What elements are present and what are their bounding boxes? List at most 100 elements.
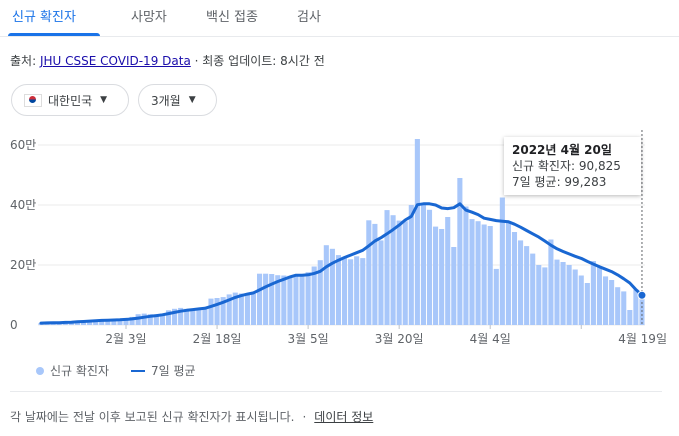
x-tick-label: 3월 5일 [288, 332, 329, 346]
last-updated: · 최종 업데이트: 8시간 전 [194, 54, 325, 68]
country-label: 대한민국 [48, 93, 93, 108]
case-bar [147, 314, 153, 325]
case-bar [396, 220, 402, 325]
case-bar [329, 248, 335, 325]
case-bar [93, 320, 99, 325]
case-bar [590, 261, 596, 325]
case-bar [87, 320, 93, 325]
case-bar [153, 314, 159, 325]
case-bar [214, 298, 220, 325]
y-tick-label: 40만 [10, 198, 36, 212]
cases-chart[interactable]: 0 20만 40만 60만 2월 3일 2월 18일 3월 5일 3월 20일 4월 4일 4월 … [0, 130, 679, 355]
case-bar [530, 253, 536, 325]
period-label: 3개월 [151, 93, 181, 108]
case-bar [341, 257, 348, 325]
case-bar [439, 229, 445, 325]
country-dropdown[interactable]: 대한민국 ▼ [11, 84, 129, 116]
case-bar [615, 287, 621, 325]
case-bar [487, 226, 493, 325]
metric-tabs: 신규 확진자 사망자 백신 접종 검사 [0, 0, 679, 37]
case-bar [584, 283, 590, 325]
case-bar [335, 255, 342, 325]
case-bar [293, 276, 299, 325]
case-bar [165, 310, 172, 325]
x-tick-label: 2월 3일 [105, 332, 146, 346]
case-bar [554, 259, 560, 325]
y-tick-label: 20만 [10, 258, 36, 272]
case-bar [463, 206, 469, 325]
footer-separator: · [302, 410, 307, 424]
case-bar [493, 268, 499, 325]
tooltip-average: 7일 평균: 99,283 [512, 175, 607, 189]
case-bar [420, 202, 426, 325]
case-bar [433, 226, 439, 325]
case-bar [80, 321, 87, 325]
case-bar [627, 310, 633, 325]
case-bar [609, 280, 615, 325]
line-legend-swatch [131, 369, 146, 372]
case-bar [408, 205, 414, 325]
case-bar [159, 313, 165, 325]
tab-vaccinations[interactable]: 백신 접종 [206, 10, 258, 25]
case-bar [414, 139, 420, 325]
case-bar [299, 276, 305, 325]
chart-tooltip: 2022년 4월 20일 신규 확진자: 90,825 7일 평균: 99,28… [504, 137, 641, 195]
case-bar [287, 275, 293, 325]
case-bar [354, 256, 360, 325]
case-bar [475, 221, 481, 325]
footer-note: 각 날짜에는 전날 이후 보고된 신규 확진자가 표시됩니다. [10, 410, 295, 424]
case-bar [596, 266, 603, 325]
case-bar [220, 297, 226, 325]
case-bar [190, 309, 196, 325]
case-bar [621, 291, 627, 325]
hover-point [637, 290, 647, 300]
x-tick-label: 4월 19일 [618, 332, 667, 346]
case-bar [542, 267, 548, 325]
case-bar [196, 308, 202, 325]
data-source: 출처: JHU CSSE COVID-19 Data · 최종 업데이트: 8시… [10, 52, 325, 69]
case-bar [105, 319, 111, 325]
case-bar [536, 265, 542, 325]
case-bar [390, 215, 396, 325]
case-bar [511, 232, 518, 325]
case-bar [451, 247, 457, 325]
footer: 각 날짜에는 전날 이후 보고된 신규 확진자가 표시됩니다. · 데이터 정보 [10, 408, 373, 425]
case-bar [263, 273, 269, 325]
case-bar [311, 266, 317, 325]
case-bar [178, 307, 184, 325]
case-bar [505, 221, 511, 325]
case-bar [323, 245, 329, 325]
tooltip-cases: 신규 확진자: 90,825 [512, 159, 621, 173]
case-bar [111, 319, 117, 325]
case-bar [560, 262, 566, 325]
bar-legend-swatch [36, 366, 44, 375]
case-bar [250, 293, 257, 325]
data-info-link[interactable]: 데이터 정보 [314, 410, 374, 424]
case-bar [208, 298, 214, 325]
caret-down-icon: ▼ [100, 95, 108, 105]
case-bar [257, 273, 263, 325]
caret-down-icon: ▼ [188, 95, 196, 105]
case-bar [184, 308, 190, 325]
source-link[interactable]: JHU CSSE COVID-19 Data [39, 54, 191, 68]
case-bar [305, 272, 311, 325]
case-bar [481, 224, 487, 325]
period-dropdown[interactable]: 3개월 ▼ [138, 84, 217, 116]
case-bar [238, 293, 244, 325]
y-tick-label: 60만 [10, 138, 36, 152]
case-bar [317, 260, 323, 325]
tab-deaths[interactable]: 사망자 [131, 10, 167, 25]
case-bar [426, 209, 433, 325]
case-bar [123, 318, 129, 325]
case-bar [602, 276, 609, 325]
case-bar [99, 319, 105, 325]
legend-7day-average: 7일 평균 [151, 364, 196, 378]
case-bar [129, 316, 135, 325]
tab-tests[interactable]: 검사 [297, 10, 321, 25]
case-bar [366, 220, 372, 325]
divider [10, 391, 662, 392]
case-bar [202, 307, 208, 325]
case-bar [578, 275, 584, 325]
tab-new-cases[interactable]: 신규 확진자 [12, 10, 76, 25]
case-bar [348, 259, 354, 325]
